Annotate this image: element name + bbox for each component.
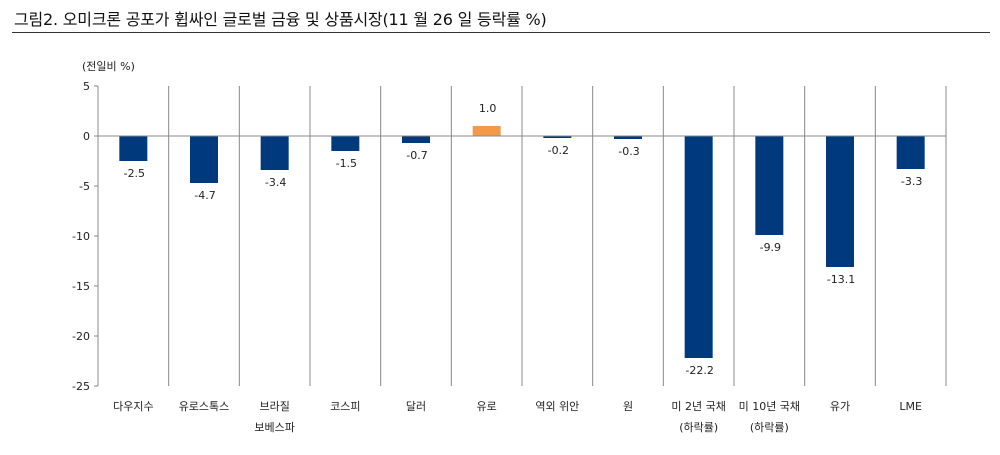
- bar: [260, 136, 289, 170]
- bar: [684, 136, 713, 358]
- category-label: 원: [623, 400, 633, 413]
- category-label: 다우지수: [113, 400, 153, 413]
- bar-value-label: -1.5: [336, 157, 357, 170]
- category-label: 브라질: [259, 400, 289, 413]
- y-tick-label: -15: [72, 280, 90, 293]
- category-label: 미 10년 국채: [739, 400, 800, 413]
- bar: [896, 136, 925, 169]
- y-tick-label: 5: [83, 80, 90, 93]
- y-unit-label: (전일비 %): [82, 59, 135, 73]
- title-divider: [12, 32, 990, 33]
- bar-value-label: -0.2: [548, 144, 569, 157]
- bar-value-label: -3.3: [901, 175, 922, 188]
- bar: [826, 136, 854, 267]
- bar: [331, 136, 360, 151]
- y-tick-label: -10: [72, 230, 90, 243]
- y-tick-label: -25: [72, 380, 90, 393]
- bar-value-label: -13.1: [827, 273, 855, 286]
- bar: [755, 136, 784, 235]
- category-label: 달러: [406, 400, 426, 413]
- y-tick-label: -5: [79, 180, 90, 193]
- y-tick-label: 0: [83, 130, 90, 143]
- bar-value-label: 1.0: [479, 102, 497, 115]
- category-label: LME: [899, 400, 922, 413]
- bar-value-label: -0.7: [406, 149, 427, 162]
- bar-value-label: -3.4: [265, 176, 286, 189]
- bar: [402, 136, 430, 143]
- bar-value-label: -4.7: [194, 189, 215, 202]
- bar: [472, 126, 501, 136]
- category-label: 미 2년 국채: [671, 400, 725, 413]
- category-label: (하락률): [679, 420, 718, 434]
- bar-value-label: -2.5: [124, 167, 145, 180]
- bar-value-label: -0.3: [618, 145, 639, 158]
- category-label: 역외 위안: [535, 400, 579, 413]
- bar: [543, 136, 572, 138]
- category-label: 보베스파: [254, 421, 294, 434]
- y-tick-label: -20: [72, 330, 90, 343]
- bar-value-label: -9.9: [760, 241, 781, 254]
- category-label: 코스피: [330, 400, 360, 413]
- bar-value-label: -22.2: [685, 364, 713, 377]
- bar: [190, 136, 218, 183]
- figure-title: 그림2. 오미크론 공포가 휩싸인 글로벌 금융 및 상품시장(11 월 26 …: [14, 10, 547, 29]
- category-label: 유로: [477, 400, 497, 413]
- category-label: 유가: [830, 400, 850, 413]
- bar: [614, 136, 642, 139]
- category-label: 유로스톡스: [179, 400, 230, 413]
- category-label: (하락률): [750, 420, 789, 434]
- bar: [119, 136, 148, 161]
